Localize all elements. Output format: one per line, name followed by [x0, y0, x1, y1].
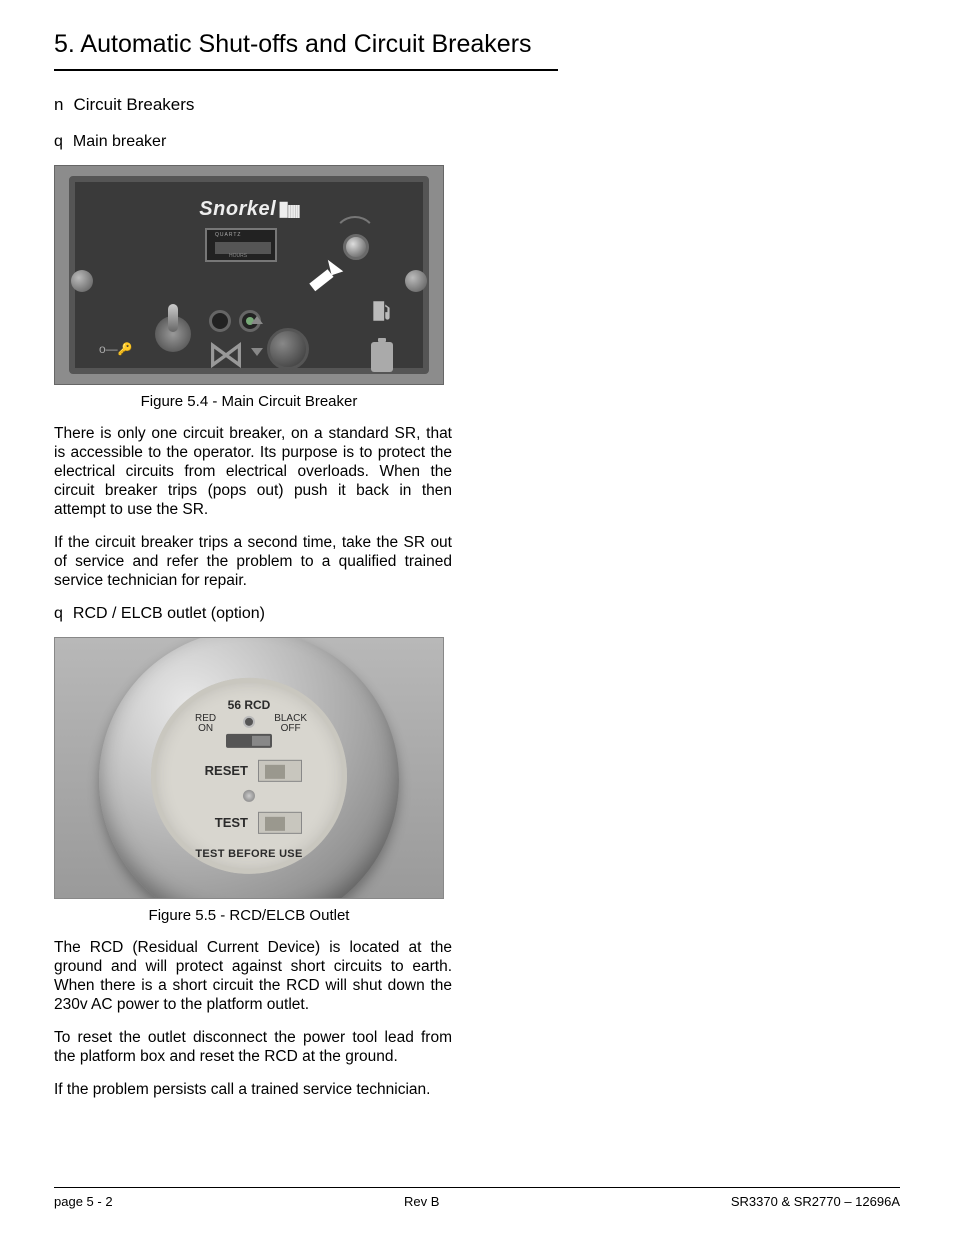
reset-row: RESET: [151, 759, 347, 781]
test-row: TEST: [151, 811, 347, 833]
up-down-arrows-icon: [247, 314, 267, 362]
rcd-indicator-led: [245, 717, 253, 725]
key-switch-icon: o—🔑: [99, 342, 133, 356]
brand-text: Snorkel: [199, 198, 276, 220]
red-on-label: RED ON: [195, 713, 216, 734]
chapter-title: 5. Automatic Shut-offs and Circuit Break…: [54, 30, 558, 71]
toggle-lever: [168, 304, 178, 332]
subsection-heading-main-breaker: q Main breaker: [54, 133, 452, 151]
panel-bolt-left: [71, 270, 93, 292]
subsection-heading-rcd-elcb: q RCD / ELCB outlet (option): [54, 605, 452, 623]
test-label: TEST: [196, 815, 248, 830]
figure-5-5-image: 56 RCD RED ON BLACK OFF RESET: [54, 637, 444, 899]
figure-5-4: Snorkel▮|||||| QUARTZ HOURS o—🔑: [54, 165, 444, 385]
paragraph-4: To reset the outlet disconnect the power…: [54, 1028, 452, 1066]
test-before-use-label: TEST BEFORE USE: [151, 847, 347, 859]
face-screw: [243, 789, 255, 801]
page: 5. Automatic Shut-offs and Circuit Break…: [0, 0, 954, 1235]
off-label: OFF: [281, 723, 301, 734]
scissor-lift-icon: ⋈: [207, 336, 245, 374]
test-button: [258, 811, 302, 833]
footer-page-number: page 5 - 2: [54, 1194, 113, 1209]
content-column: n Circuit Breakers q Main breaker Snorke…: [54, 95, 452, 1099]
black-label: BLACK: [274, 712, 307, 723]
fuel-battery-column: [369, 298, 399, 372]
rcd-model-label: 56 RCD: [151, 697, 347, 711]
pointer-arrow-icon: [293, 252, 351, 310]
battery-icon: [371, 342, 393, 372]
brand-logo: Snorkel▮||||||: [199, 196, 298, 221]
paragraph-1: There is only one circuit breaker, on a …: [54, 424, 452, 519]
indicator-light-1: [209, 310, 231, 332]
subsection-bullet: q: [54, 133, 63, 151]
paragraph-3: The RCD (Residual Current Device) is loc…: [54, 938, 452, 1014]
fuel-pump-icon: [369, 298, 395, 324]
hour-meter-sublabel: HOURS: [229, 253, 247, 259]
reset-button: [258, 759, 302, 781]
hour-meter: QUARTZ HOURS: [205, 228, 277, 262]
footer-doc-id: SR3370 & SR2770 – 12696A: [731, 1194, 900, 1209]
black-off-label: BLACK OFF: [274, 713, 307, 734]
rcd-face: 56 RCD RED ON BLACK OFF RESET: [151, 677, 347, 873]
hour-meter-label: QUARTZ: [215, 232, 241, 238]
control-panel: Snorkel▮|||||| QUARTZ HOURS o—🔑: [69, 176, 429, 374]
page-footer: page 5 - 2 Rev B SR3370 & SR2770 – 12696…: [54, 1187, 900, 1209]
rcd-main-switch: [226, 733, 272, 747]
figure-5-4-caption: Figure 5.4 - Main Circuit Breaker: [54, 393, 444, 410]
figure-5-4-image: Snorkel▮|||||| QUARTZ HOURS o—🔑: [54, 165, 444, 385]
subsection-title: RCD / ELCB outlet (option): [73, 605, 265, 623]
red-label: RED: [195, 712, 216, 723]
panel-bolt-right: [405, 270, 427, 292]
emergency-stop-button: [267, 328, 309, 370]
on-label: ON: [198, 723, 213, 734]
footer-revision: Rev B: [404, 1194, 439, 1209]
paragraph-2: If the circuit breaker trips a second ti…: [54, 533, 452, 590]
figure-5-5: 56 RCD RED ON BLACK OFF RESET: [54, 637, 444, 899]
section-title: Circuit Breakers: [73, 95, 194, 115]
reset-label: RESET: [196, 763, 248, 778]
brand-bars-icon: ▮||||||: [278, 196, 299, 221]
subsection-title: Main breaker: [73, 133, 166, 151]
toggle-switch: [155, 306, 191, 362]
section-bullet: n: [54, 95, 63, 115]
subsection-bullet: q: [54, 605, 63, 623]
section-heading-circuit-breakers: n Circuit Breakers: [54, 95, 452, 115]
paragraph-5: If the problem persists call a trained s…: [54, 1080, 452, 1099]
figure-5-5-caption: Figure 5.5 - RCD/ELCB Outlet: [54, 907, 444, 924]
